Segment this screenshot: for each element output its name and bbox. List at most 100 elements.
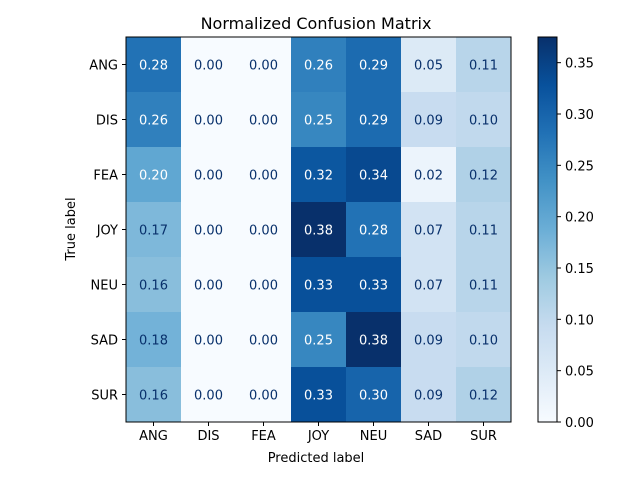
cell-fea-sur [456,147,512,203]
cell-neu-sad [401,257,457,313]
heatmap-cells [126,37,512,423]
colorbar-tick-label: 0.10 [565,313,594,328]
cell-value-label: 0.16 [139,279,168,294]
cell-fea-fea [236,147,292,203]
cell-sad-sad [401,312,457,368]
cell-joy-joy [291,202,347,258]
cell-value-label: 0.00 [194,169,223,184]
y-tick-label: SAD [91,334,118,349]
colorbar-tick-label: 0.05 [565,365,594,380]
cell-value-label: 0.00 [249,279,278,294]
cell-value-label: 0.33 [304,389,333,404]
cell-value-label: 0.32 [304,169,333,184]
colorbar-tick-label: 0.30 [565,108,594,123]
cell-value-label: 0.02 [414,169,443,184]
cell-dis-ang [126,92,182,148]
cell-fea-dis [181,147,237,203]
cell-value-label: 0.00 [249,334,278,349]
cell-value-label: 0.38 [304,224,333,239]
cell-value-label: 0.00 [194,334,223,349]
cell-value-label: 0.12 [469,169,498,184]
y-axis-ticks: ANG DIS FEA JOY NEU SAD SUR [89,59,126,404]
cell-joy-sur [456,202,512,258]
cell-sur-ang [126,367,182,423]
cell-sad-dis [181,312,237,368]
cell-sur-dis [181,367,237,423]
cell-value-label: 0.38 [359,334,388,349]
y-tick-label: JOY [96,224,118,239]
heatmap-cell-labels: 0.28 0.00 0.00 0.26 0.29 0.05 0.11 0.26 0.00 0.00… [139,59,498,404]
cell-ang-fea [236,37,292,93]
cell-ang-sur [456,37,512,93]
x-tick-label: DIS [197,429,219,444]
cell-value-label: 0.17 [139,224,168,239]
x-axis-label: Predicted label [268,451,365,466]
cell-value-label: 0.00 [249,389,278,404]
cell-value-label: 0.30 [359,389,388,404]
y-tick-label: ANG [89,59,118,74]
cell-value-label: 0.00 [249,59,278,74]
cell-sad-neu [346,312,402,368]
cell-fea-neu [346,147,402,203]
cell-sad-joy [291,312,347,368]
cell-neu-dis [181,257,237,313]
cell-value-label: 0.07 [414,279,443,294]
y-tick-label: SUR [91,389,118,404]
cell-neu-neu [346,257,402,313]
cell-value-label: 0.00 [194,224,223,239]
cell-value-label: 0.25 [304,334,333,349]
cell-value-label: 0.00 [194,59,223,74]
cell-value-label: 0.12 [469,389,498,404]
cell-neu-fea [236,257,292,313]
x-axis-ticks: ANG DIS FEA JOY NEU SAD SUR [139,422,497,444]
x-tick-label: SAD [415,429,442,444]
cell-value-label: 0.20 [139,169,168,184]
cell-value-label: 0.16 [139,389,168,404]
y-tick-label: FEA [93,169,118,184]
cell-value-label: 0.28 [139,59,168,74]
cell-value-label: 0.00 [249,224,278,239]
colorbar-tick-label: 0.15 [565,262,594,277]
cell-ang-sad [401,37,457,93]
x-tick-label: SUR [470,429,497,444]
cell-ang-joy [291,37,347,93]
cell-value-label: 0.09 [414,389,443,404]
cell-value-label: 0.09 [414,114,443,129]
colorbar-frame [537,36,558,423]
cell-neu-sur [456,257,512,313]
cell-dis-neu [346,92,402,148]
cell-sad-sur [456,312,512,368]
cell-joy-neu [346,202,402,258]
cell-neu-joy [291,257,347,313]
cell-value-label: 0.33 [304,279,333,294]
x-tick-label: FEA [251,429,276,444]
cell-sur-joy [291,367,347,423]
cell-joy-dis [181,202,237,258]
cell-value-label: 0.29 [359,114,388,129]
chart-title: Normalized Confusion Matrix [201,14,432,33]
cell-sad-fea [236,312,292,368]
cell-dis-sad [401,92,457,148]
cell-sur-sad [401,367,457,423]
cell-fea-joy [291,147,347,203]
y-tick-label: NEU [91,279,118,294]
x-tick-label: NEU [360,429,387,444]
cell-value-label: 0.26 [139,114,168,129]
y-tick-label: DIS [96,114,118,129]
cell-dis-dis [181,92,237,148]
cell-value-label: 0.00 [194,279,223,294]
cell-value-label: 0.33 [359,279,388,294]
x-tick-label: JOY [307,429,329,444]
cell-value-label: 0.25 [304,114,333,129]
cell-value-label: 0.34 [359,169,388,184]
cell-fea-ang [126,147,182,203]
cell-dis-fea [236,92,292,148]
cell-value-label: 0.11 [469,224,498,239]
cell-sur-sur [456,367,512,423]
cell-ang-ang [126,37,182,93]
cell-joy-sad [401,202,457,258]
cell-sad-ang [126,312,182,368]
cell-dis-sur [456,92,512,148]
cell-ang-neu [346,37,402,93]
